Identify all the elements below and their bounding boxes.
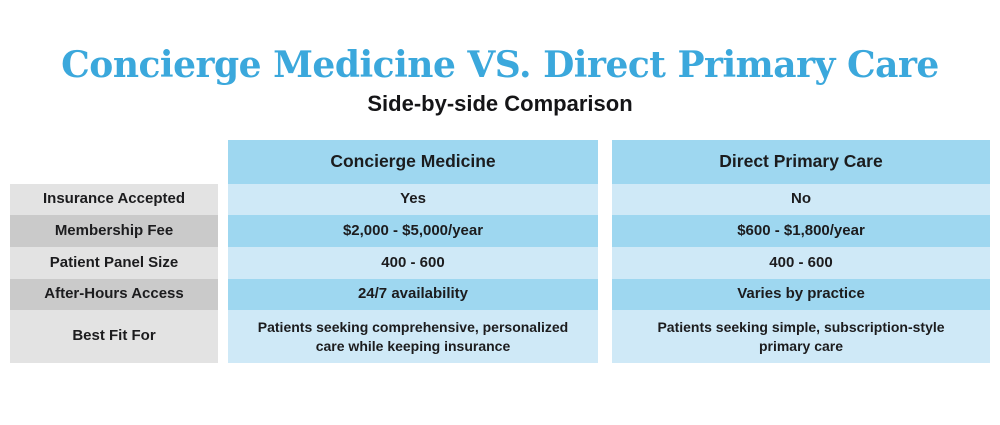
- direct-primary-care-column: Direct Primary Care No $600 - $1,800/yea…: [612, 140, 990, 363]
- concierge-membership-value: $2,000 - $5,000/year: [228, 215, 598, 247]
- row-label-membership-fee: Membership Fee: [10, 215, 218, 247]
- dpc-membership-value: $600 - $1,800/year: [612, 215, 990, 247]
- concierge-best-fit-value: Patients seeking comprehensive, personal…: [228, 310, 598, 363]
- dpc-insurance-value: No: [612, 184, 990, 215]
- row-label-insurance-accepted: Insurance Accepted: [10, 184, 218, 215]
- dpc-best-fit-value: Patients seeking simple, subscription-st…: [612, 310, 990, 363]
- concierge-medicine-column: Concierge Medicine Yes $2,000 - $5,000/y…: [228, 140, 598, 363]
- concierge-column-header: Concierge Medicine: [228, 140, 598, 184]
- concierge-after-hours-value: 24/7 availability: [228, 279, 598, 310]
- dpc-column-header: Direct Primary Care: [612, 140, 990, 184]
- row-labels-column: Insurance Accepted Membership Fee Patien…: [10, 140, 218, 363]
- dpc-panel-size-value: 400 - 600: [612, 247, 990, 279]
- dpc-after-hours-value: Varies by practice: [612, 279, 990, 310]
- row-label-best-fit-for: Best Fit For: [10, 310, 218, 363]
- row-label-after-hours-access: After-Hours Access: [10, 279, 218, 310]
- concierge-panel-size-value: 400 - 600: [228, 247, 598, 279]
- page-subtitle: Side-by-side Comparison: [367, 91, 633, 116]
- page-title: Concierge Medicine VS. Direct Primary Ca…: [61, 44, 939, 86]
- labels-header-spacer: [10, 140, 218, 184]
- row-label-patient-panel-size: Patient Panel Size: [10, 247, 218, 279]
- concierge-insurance-value: Yes: [228, 184, 598, 215]
